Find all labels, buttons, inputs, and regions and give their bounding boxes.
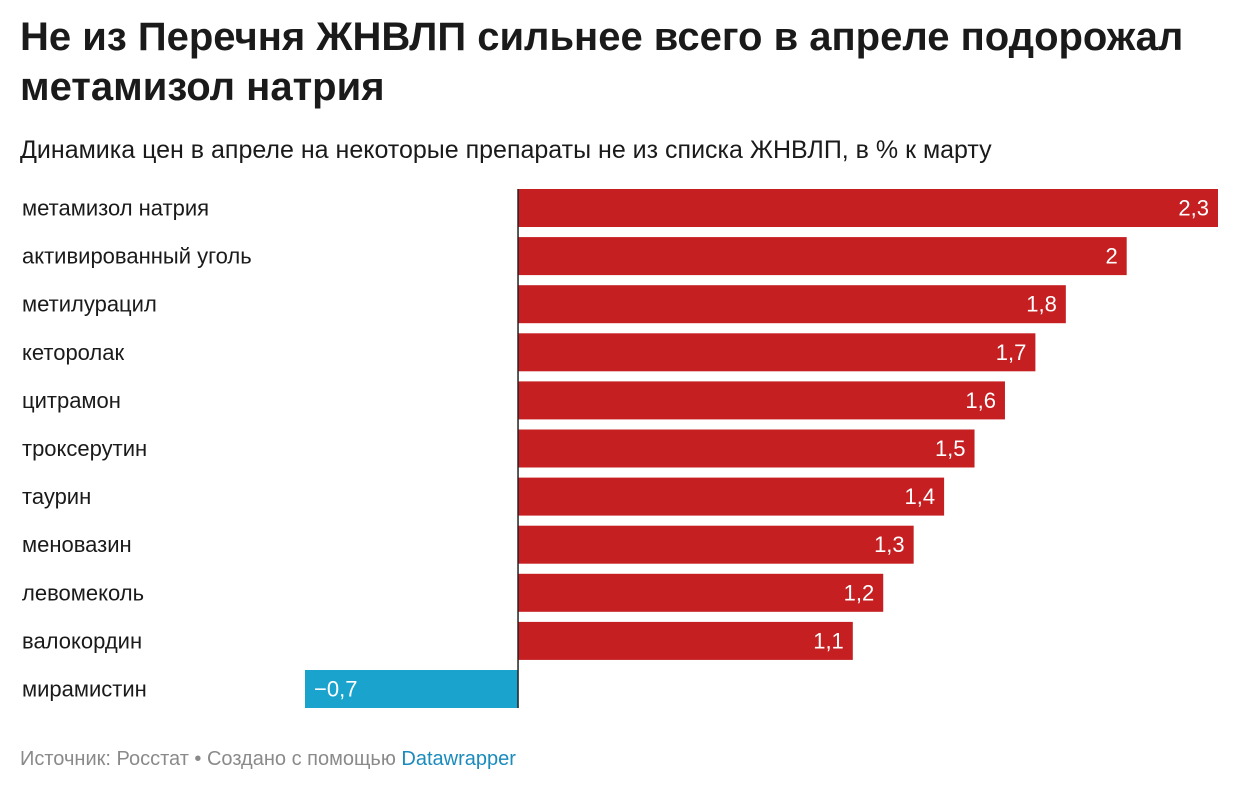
value-label: 1,3 [874, 532, 905, 557]
value-label: 2,3 [1178, 196, 1209, 221]
value-label: 1,6 [965, 388, 996, 413]
chart-title: Не из Перечня ЖНВЛП сильнее всего в апре… [20, 15, 1184, 109]
bar [518, 381, 1005, 420]
category-label: троксерутин [22, 436, 147, 461]
bar-chart: метамизол натрия 2,3 активированный уголь 2… [22, 189, 1218, 708]
bar [518, 573, 884, 612]
value-label: 1,7 [996, 340, 1027, 365]
category-label: активированный уголь [22, 244, 252, 269]
bar [518, 525, 914, 564]
bar [518, 333, 1036, 372]
category-label: метамизол натрия [22, 196, 209, 221]
value-label: 1,2 [844, 580, 875, 605]
value-label: 1,5 [935, 436, 966, 461]
bar [518, 285, 1066, 324]
category-label: мирамистин [22, 677, 147, 702]
value-label: 1,4 [905, 484, 936, 509]
datawrapper-link[interactable]: Datawrapper [401, 748, 516, 770]
category-label: левомеколь [22, 580, 144, 605]
value-label: −0,7 [314, 677, 357, 702]
bar [518, 189, 1218, 227]
value-label: 2 [1105, 244, 1117, 269]
source-text: Источник: Росстат • Создано с помощью [20, 748, 396, 770]
bar [518, 477, 945, 516]
category-label: цитрамон [22, 388, 121, 413]
bar [518, 429, 975, 468]
category-label: валокордин [22, 628, 142, 653]
chart-subtitle: Динамика цен в апреле на некоторые препа… [20, 136, 992, 164]
category-label: таурин [22, 484, 91, 509]
value-label: 1,1 [813, 628, 844, 653]
bar [518, 237, 1127, 276]
category-label: метилурацил [22, 292, 157, 317]
category-label: меновазин [22, 532, 132, 557]
footer: Источник: Росстат • Создано с помощью Da… [20, 748, 516, 771]
category-label: кеторолак [22, 340, 125, 365]
value-label: 1,8 [1026, 292, 1057, 317]
bar [518, 621, 853, 660]
bar [305, 670, 519, 708]
